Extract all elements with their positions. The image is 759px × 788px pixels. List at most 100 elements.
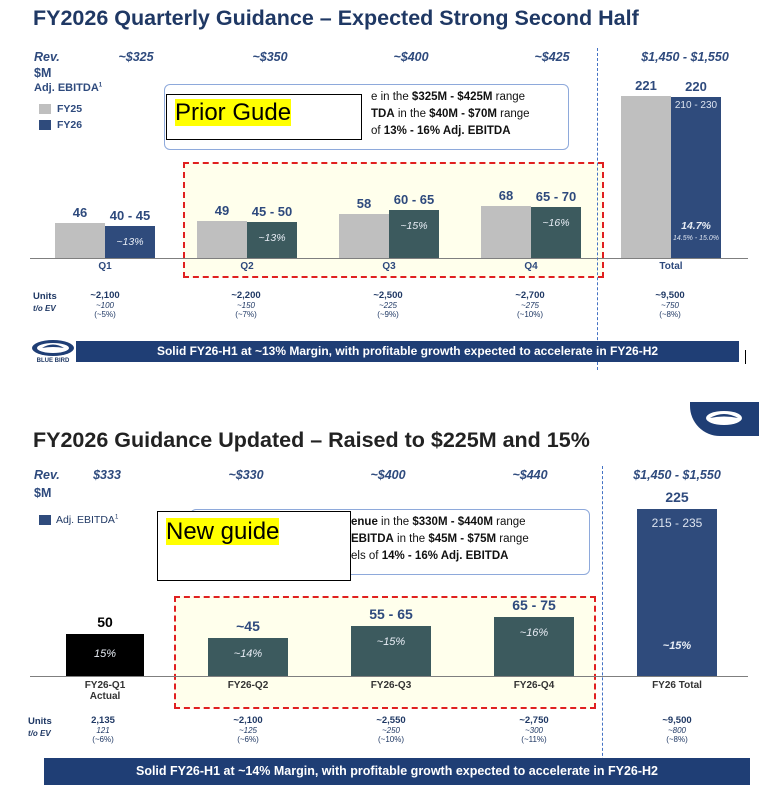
- units-ev: ~150: [236, 301, 256, 310]
- units-count: ~9,500: [662, 715, 692, 726]
- units-ev: ~225: [378, 301, 398, 310]
- bar-fy25-total: [621, 96, 671, 258]
- value-label-fy26-q1: 40 - 45: [109, 207, 151, 223]
- top-note-line-1: e in the $325M - $425M range: [371, 91, 526, 103]
- x-label-q4: Q4: [524, 261, 538, 272]
- units-col-3: ~2,550 ~250 (~10%): [356, 715, 426, 744]
- bottom-rev-header-q3: ~$400: [370, 468, 406, 482]
- bottom-banner: Solid FY26-H1 at ~14% Margin, with profi…: [44, 758, 750, 785]
- units-ev: ~300: [524, 726, 544, 735]
- units-ev: ~750: [660, 301, 680, 310]
- x-label-q3: Q3: [382, 261, 396, 272]
- bar-fy26-q2: [208, 638, 288, 676]
- units-ev: ~800: [667, 726, 687, 735]
- bar-fy26-q4: [531, 206, 581, 258]
- bottom-x-axis: [30, 676, 748, 677]
- bar-fy25-q2: [197, 220, 247, 258]
- bar-fy26-q1: [66, 634, 144, 676]
- units-col-1: 2,135 121 (~6%): [68, 715, 138, 744]
- legend-label-fy26: FY26: [57, 119, 83, 131]
- units-count: ~2,500: [373, 290, 403, 301]
- top-m-label: $M: [34, 66, 52, 80]
- margin-label-q1: ~13%: [116, 235, 144, 248]
- blue-bird-logo-text: BLUE BIRD: [36, 358, 70, 364]
- units-col-2: ~2,100 ~125 (~6%): [213, 715, 283, 744]
- top-banner: Solid FY26-H1 at ~13% Margin, with profi…: [76, 341, 739, 362]
- value-label-fy25-q3: 58: [356, 195, 372, 211]
- x-label-fy26-q4: FY26-Q4: [513, 680, 555, 691]
- top-banner-edge: [745, 350, 746, 364]
- x-label-q2: Q2: [240, 261, 254, 272]
- blue-bird-logo: BLUE BIRD: [30, 338, 76, 366]
- bottom-units-sub-label: t/o EV: [28, 729, 51, 738]
- units-col-2: ~2,200 ~150 (~7%): [211, 290, 281, 319]
- prior-guide-callout: Prior Gude: [166, 94, 362, 140]
- value-label-fy26 total: 225: [665, 489, 689, 505]
- bottom-rev-header-q1: $333: [93, 468, 121, 482]
- units-count: ~2,200: [231, 290, 261, 301]
- bottom-rev-header-q4: ~$440: [512, 468, 548, 482]
- value-label-fy26-q2: ~45: [236, 618, 260, 635]
- margin-label-fy26 total: ~15%: [662, 640, 692, 652]
- top-note-line-2: TDA in the $40M - $70M range: [371, 108, 530, 120]
- total-margin-range-label: 14.5% - 15.0%: [673, 235, 719, 242]
- value-label-fy25-total: 221: [635, 78, 657, 93]
- value-label-fy26-q4: 65 - 75: [512, 597, 556, 614]
- rev-header-q1: ~$325: [118, 50, 154, 64]
- units-ev-pct: (~6%): [237, 735, 259, 744]
- new-guide-callout: New guide: [157, 511, 351, 581]
- rev-header-q2: ~$350: [252, 50, 288, 64]
- units-col-5: ~9,500 ~750 (~8%): [635, 290, 705, 319]
- x-label-q1: Q1: [98, 261, 112, 272]
- top-units-sub-label: t/o EV: [33, 304, 56, 313]
- units-ev: ~250: [381, 726, 401, 735]
- units-count: ~2,100: [233, 715, 263, 726]
- bar-fy26-q4: [494, 617, 574, 676]
- value-label-fy26-total: 220: [685, 78, 707, 94]
- rev-header-q3: ~$400: [393, 50, 429, 64]
- margin-label-q3: ~15%: [400, 220, 428, 233]
- bar-fy25-q3: [339, 213, 389, 258]
- bar-fy25-q4: [481, 206, 531, 258]
- bar-fy26-q1: [105, 225, 155, 258]
- updated-guidance-panel: FY2026 Guidance Updated – Raised to $225…: [0, 398, 759, 788]
- margin-label-q4: ~16%: [542, 216, 570, 229]
- bottom-corner-logo: [690, 402, 759, 436]
- units-col-1: ~2,100 ~100 (~5%): [70, 290, 140, 319]
- margin-label-fy26-q1: 15%: [93, 648, 117, 660]
- top-units-label: Units: [33, 291, 57, 302]
- value-label-fy26-q3: 55 - 65: [369, 605, 413, 622]
- units-col-4: ~2,750 ~300 (~11%): [499, 715, 569, 744]
- bird-emblem-icon: [706, 411, 742, 425]
- margin-label-total: 14.7%: [681, 220, 711, 232]
- legend-swatch-adj-ebitda: [39, 515, 51, 525]
- bottom-rev-label: Rev.: [34, 468, 60, 482]
- rev-header-total: $1,450 - $1,550: [641, 50, 729, 64]
- value-label-fy26-q1: 50: [97, 614, 113, 630]
- bottom-rev-header-q2: ~$330: [228, 468, 264, 482]
- x-sublabel-fy26-q1: Actual: [89, 691, 121, 702]
- units-count: ~2,550: [376, 715, 406, 726]
- top-ebitda-label: Adj. EBITDA1: [34, 82, 103, 94]
- legend-label-fy25: FY25: [57, 103, 83, 115]
- margin-label-q2: ~13%: [258, 231, 286, 244]
- units-ev-pct: (~10%): [516, 310, 543, 319]
- bottom-m-label: $M: [34, 486, 52, 500]
- value-label-fy25-q1: 46: [72, 205, 88, 220]
- x-label-fy26-q3: FY26-Q3: [370, 680, 412, 691]
- bar-fy26-q3: [351, 625, 431, 676]
- value-label-fy25-q4: 68: [498, 188, 514, 204]
- total-range-label: 215 - 235: [651, 516, 703, 530]
- units-ev: ~275: [520, 301, 540, 310]
- units-count: ~9,500: [655, 290, 685, 301]
- bottom-title: FY2026 Guidance Updated – Raised to $225…: [33, 428, 590, 452]
- bottom-note-line-2: EBITDA in the $45M - $75M range: [351, 533, 529, 545]
- units-ev-pct: (~8%): [666, 735, 688, 744]
- units-count: ~2,700: [515, 290, 545, 301]
- units-ev-pct: (~5%): [94, 310, 116, 319]
- units-ev-pct: (~10%): [377, 735, 404, 744]
- x-label-fy26-q2: FY26-Q2: [227, 680, 269, 691]
- bottom-note-line-3: els of 14% - 16% Adj. EBITDA: [351, 550, 509, 562]
- units-col-5: ~9,500 ~800 (~8%): [642, 715, 712, 744]
- units-ev: ~100: [95, 301, 115, 310]
